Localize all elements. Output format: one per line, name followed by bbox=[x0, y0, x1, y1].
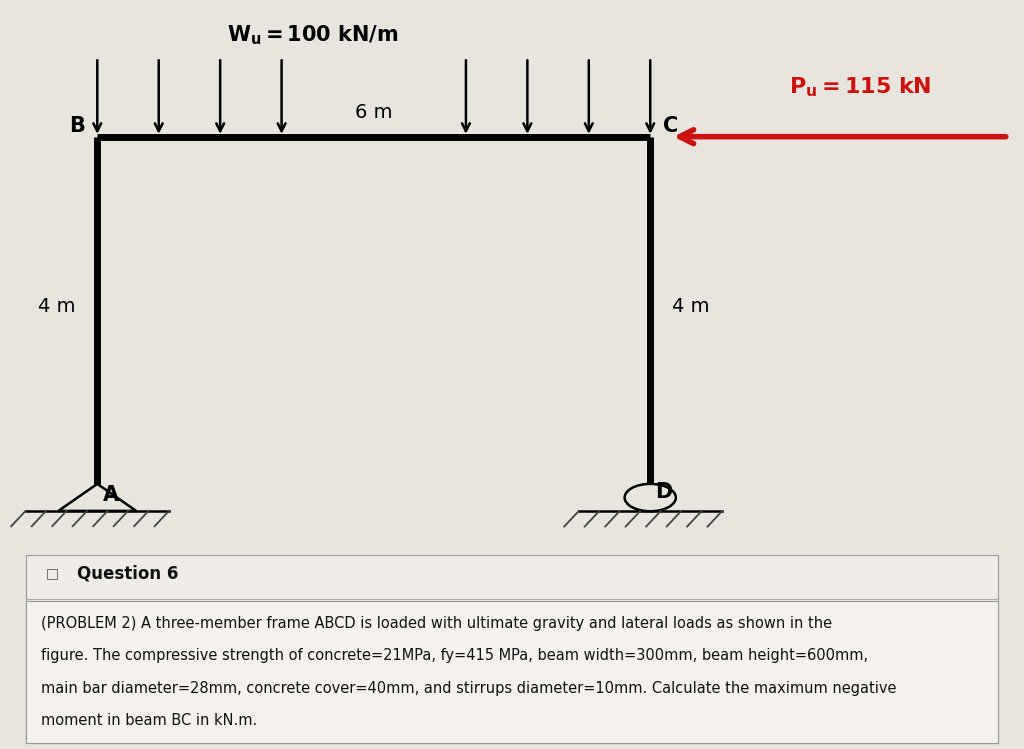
Text: 4 m: 4 m bbox=[673, 297, 710, 315]
Text: Question 6: Question 6 bbox=[77, 564, 178, 582]
Text: $\mathbf{P_u}$$\mathbf{=115\ kN}$: $\mathbf{P_u}$$\mathbf{=115\ kN}$ bbox=[788, 76, 932, 100]
Text: $\mathbf{W_u}$$\mathbf{=100\ kN/m}$: $\mathbf{W_u}$$\mathbf{=100\ kN/m}$ bbox=[226, 24, 398, 47]
Text: □: □ bbox=[46, 566, 59, 580]
Text: main bar diameter=28mm, concrete cover=40mm, and stirrups diameter=10mm. Calcula: main bar diameter=28mm, concrete cover=4… bbox=[41, 681, 896, 696]
Text: A: A bbox=[102, 485, 119, 505]
Text: D: D bbox=[655, 482, 672, 502]
Text: moment in beam BC in kN.m.: moment in beam BC in kN.m. bbox=[41, 713, 257, 728]
Text: figure. The compressive strength of concrete=21MPa, fy=415 MPa, beam width=300mm: figure. The compressive strength of conc… bbox=[41, 649, 868, 664]
Text: B: B bbox=[69, 116, 85, 136]
Text: 6 m: 6 m bbox=[355, 103, 392, 121]
FancyBboxPatch shape bbox=[26, 601, 998, 743]
Text: C: C bbox=[664, 116, 678, 136]
Text: 4 m: 4 m bbox=[38, 297, 75, 315]
FancyBboxPatch shape bbox=[26, 555, 998, 743]
Text: (PROBLEM 2) A three-member frame ABCD is loaded with ultimate gravity and latera: (PROBLEM 2) A three-member frame ABCD is… bbox=[41, 616, 833, 631]
